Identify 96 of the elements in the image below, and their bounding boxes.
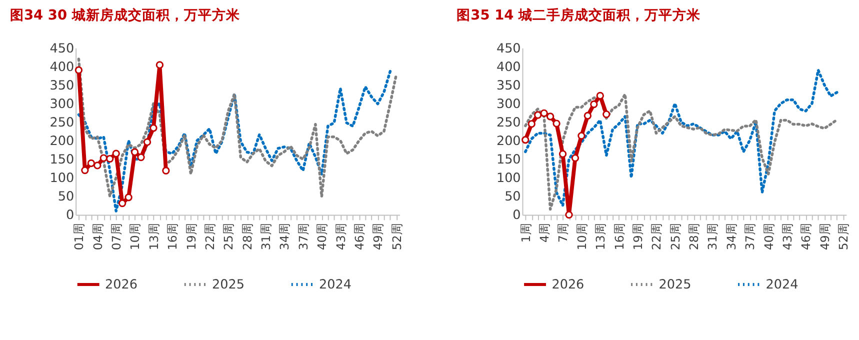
y-tick-label: 0	[512, 208, 521, 224]
y-tick-label: 350	[50, 78, 74, 94]
x-tick-label: 52周	[390, 223, 404, 250]
point	[156, 61, 164, 69]
point	[552, 120, 560, 128]
point	[124, 194, 132, 202]
x-tick-label: 10周	[574, 223, 589, 250]
y-tick-label: 350	[496, 78, 521, 94]
point	[100, 154, 108, 162]
x-tick-label: 10周	[128, 223, 142, 250]
line-series	[524, 92, 838, 211]
x-tick-label: 34周	[278, 223, 292, 250]
y-tick-label: 450	[50, 41, 74, 56]
point	[528, 120, 536, 128]
point	[137, 153, 145, 162]
y-tick-label: 200	[496, 134, 521, 150]
point	[571, 154, 580, 162]
x-tick-label: 07周	[110, 223, 124, 250]
y-tick-label: 100	[50, 171, 74, 186]
x-tick-label: 37周	[743, 223, 758, 250]
point	[81, 166, 89, 174]
x-tick-label: 37周	[296, 223, 310, 250]
y-tick-label: 250	[496, 115, 521, 130]
y-tick-label: 100	[496, 171, 521, 186]
chart-title: 图34 30 城新房成交面积，万平方米	[10, 6, 241, 24]
x-tick-label: 16周	[166, 223, 180, 250]
point	[584, 112, 592, 120]
x-tick-label: 46周	[799, 223, 814, 250]
legend-label: 2024	[319, 277, 352, 292]
x-tick-label: 34周	[724, 223, 738, 250]
x-tick-label: 31周	[259, 223, 274, 250]
point	[546, 112, 554, 120]
chart-title: 图35 14 城二手房成交面积，万平方米	[456, 6, 702, 24]
y-tick-label: 250	[50, 115, 74, 130]
x-tick-label: 22周	[650, 223, 664, 250]
x-tick-label: 25周	[222, 223, 236, 250]
y-tick-label: 400	[496, 60, 521, 75]
point	[565, 210, 573, 219]
point	[602, 110, 610, 118]
y-tick-label: 50	[504, 190, 521, 205]
x-tick-label: 7周	[556, 223, 570, 243]
y-tick-label: 450	[496, 41, 521, 56]
legend-label: 2025	[212, 277, 245, 292]
x-tick-label: 4周	[537, 223, 552, 243]
point	[150, 124, 158, 132]
x-tick-label: 31周	[706, 223, 720, 250]
x-tick-label: 52周	[836, 223, 851, 250]
x-tick-label: 13周	[146, 223, 161, 250]
x-tick-label: 43周	[334, 223, 348, 250]
point	[74, 66, 83, 74]
x-tick-label: 22周	[202, 223, 217, 250]
x-tick-label: 43周	[780, 223, 794, 250]
y-tick-label: 400	[50, 60, 74, 75]
y-tick-label: 200	[50, 134, 74, 150]
point	[87, 159, 96, 168]
x-tick-label: 19周	[630, 223, 645, 250]
x-tick-label: 1周	[518, 223, 533, 243]
x-tick-label: 49周	[371, 223, 386, 250]
y-tick-label: 150	[496, 152, 521, 168]
x-tick-label: 46周	[352, 223, 366, 250]
point	[106, 154, 114, 163]
y-tick-label: 50	[58, 190, 74, 205]
point	[162, 166, 170, 174]
legend-label: 2025	[658, 277, 692, 292]
legend-label: 2024	[766, 277, 798, 292]
point	[522, 136, 530, 144]
x-tick-label: 04周	[90, 223, 105, 250]
point	[578, 132, 586, 140]
line-series	[77, 58, 398, 198]
legend-label: 2026	[105, 277, 138, 292]
point	[143, 138, 152, 146]
x-tick-label: 01周	[72, 223, 86, 250]
x-tick-label: 25周	[668, 223, 682, 250]
x-tick-label: 28周	[687, 223, 702, 250]
point	[130, 148, 139, 156]
y-tick-label: 0	[66, 208, 74, 224]
line-series	[77, 70, 392, 212]
point	[590, 100, 598, 108]
line-series	[524, 68, 838, 207]
point	[94, 162, 102, 170]
y-tick-label: 150	[50, 152, 74, 168]
x-tick-label: 49周	[818, 223, 832, 250]
point	[112, 150, 120, 158]
point	[558, 150, 567, 158]
x-tick-label: 40周	[315, 223, 330, 250]
x-tick-label: 28周	[240, 223, 254, 250]
point	[118, 199, 126, 208]
legend-label: 2026	[552, 277, 584, 292]
x-tick-label: 19周	[184, 223, 198, 250]
point	[540, 109, 548, 118]
point	[534, 111, 542, 119]
x-tick-label: 13周	[594, 223, 608, 250]
x-tick-label: 16周	[612, 223, 626, 250]
x-tick-label: 40周	[762, 223, 776, 250]
y-tick-label: 300	[50, 96, 74, 112]
y-tick-label: 300	[496, 96, 521, 112]
